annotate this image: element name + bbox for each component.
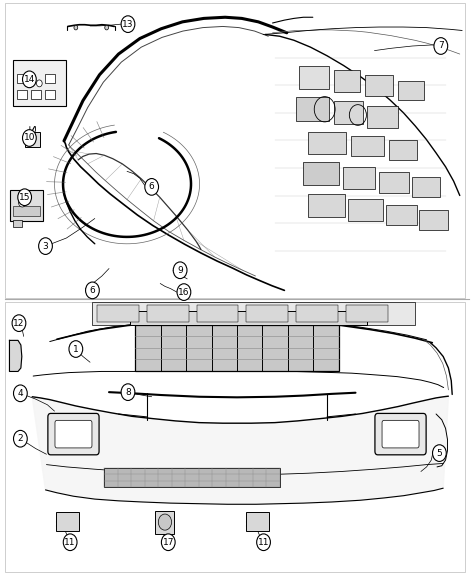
Bar bbox=[135, 325, 339, 371]
Bar bbox=[5, 302, 465, 572]
Bar bbox=[45, 90, 55, 99]
Bar bbox=[5, 3, 465, 298]
Bar bbox=[334, 101, 363, 124]
Bar bbox=[147, 305, 189, 322]
Polygon shape bbox=[32, 396, 448, 504]
Text: 2: 2 bbox=[18, 434, 23, 443]
Bar bbox=[419, 210, 448, 230]
Circle shape bbox=[161, 534, 175, 551]
Bar bbox=[246, 305, 288, 322]
Polygon shape bbox=[9, 340, 22, 371]
Bar bbox=[13, 220, 22, 227]
Bar bbox=[97, 305, 139, 322]
Text: 7: 7 bbox=[438, 41, 444, 51]
Text: 8: 8 bbox=[125, 388, 131, 397]
Circle shape bbox=[18, 198, 26, 207]
Bar bbox=[303, 162, 339, 185]
Bar bbox=[296, 97, 329, 121]
Bar bbox=[334, 70, 360, 92]
Text: 14: 14 bbox=[24, 75, 35, 84]
Circle shape bbox=[173, 262, 187, 278]
Text: 17: 17 bbox=[163, 538, 174, 547]
Bar bbox=[348, 199, 383, 221]
Bar bbox=[10, 190, 43, 221]
Circle shape bbox=[22, 129, 36, 146]
Bar bbox=[104, 468, 280, 487]
Bar bbox=[351, 136, 384, 156]
Circle shape bbox=[69, 340, 83, 357]
Bar bbox=[45, 74, 55, 83]
Bar bbox=[13, 206, 40, 216]
Bar bbox=[308, 132, 346, 154]
Bar bbox=[367, 106, 398, 128]
Bar bbox=[412, 177, 440, 197]
Circle shape bbox=[257, 534, 270, 551]
Bar bbox=[31, 90, 41, 99]
FancyBboxPatch shape bbox=[25, 132, 40, 147]
Circle shape bbox=[18, 189, 31, 205]
Text: 10: 10 bbox=[24, 133, 35, 143]
Bar bbox=[155, 511, 174, 534]
Circle shape bbox=[36, 80, 42, 87]
Circle shape bbox=[145, 178, 158, 195]
Circle shape bbox=[85, 282, 100, 299]
Bar bbox=[17, 90, 27, 99]
Circle shape bbox=[434, 37, 447, 54]
Circle shape bbox=[74, 25, 78, 30]
Bar bbox=[13, 60, 66, 106]
Text: 9: 9 bbox=[177, 266, 183, 275]
Text: 16: 16 bbox=[178, 288, 190, 297]
Bar bbox=[17, 74, 27, 83]
Bar bbox=[398, 81, 424, 100]
FancyBboxPatch shape bbox=[375, 413, 426, 455]
Text: 12: 12 bbox=[13, 319, 25, 328]
Circle shape bbox=[13, 385, 27, 402]
Circle shape bbox=[13, 430, 27, 447]
Bar bbox=[246, 512, 269, 531]
Bar bbox=[365, 75, 393, 96]
Bar bbox=[343, 167, 375, 189]
Bar bbox=[346, 305, 388, 322]
Bar bbox=[130, 310, 367, 325]
Text: 11: 11 bbox=[258, 538, 269, 547]
Circle shape bbox=[64, 534, 77, 551]
Bar bbox=[296, 305, 338, 322]
Bar bbox=[56, 512, 79, 531]
FancyBboxPatch shape bbox=[48, 413, 99, 455]
Text: 4: 4 bbox=[18, 389, 23, 398]
Bar bbox=[308, 194, 345, 217]
Bar bbox=[386, 205, 417, 225]
Circle shape bbox=[12, 315, 26, 331]
Circle shape bbox=[158, 514, 172, 530]
FancyBboxPatch shape bbox=[382, 420, 419, 448]
Bar bbox=[299, 66, 329, 89]
Circle shape bbox=[177, 284, 191, 300]
Circle shape bbox=[105, 25, 109, 30]
Bar bbox=[379, 172, 409, 193]
Text: 6: 6 bbox=[149, 182, 155, 191]
Text: 3: 3 bbox=[43, 242, 48, 251]
Bar bbox=[197, 305, 238, 322]
Text: 5: 5 bbox=[437, 448, 442, 458]
Circle shape bbox=[432, 445, 447, 461]
Text: 6: 6 bbox=[90, 286, 95, 295]
Circle shape bbox=[38, 238, 52, 254]
Circle shape bbox=[121, 16, 135, 32]
Text: 13: 13 bbox=[122, 20, 134, 29]
FancyBboxPatch shape bbox=[55, 420, 92, 448]
Circle shape bbox=[121, 384, 135, 400]
Bar bbox=[92, 302, 415, 325]
Text: 15: 15 bbox=[19, 193, 30, 202]
Circle shape bbox=[22, 71, 36, 87]
Bar bbox=[389, 140, 417, 160]
Text: 11: 11 bbox=[64, 538, 76, 547]
Text: 1: 1 bbox=[73, 344, 79, 354]
